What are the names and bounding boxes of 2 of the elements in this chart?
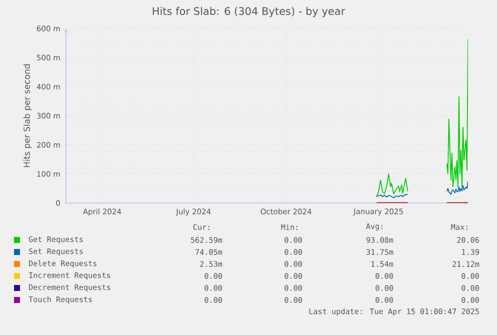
y-axis-title: Hits per Slab per second — [23, 64, 32, 168]
chart-title: Hits for Slab: 6 (304 Bytes) - by year — [152, 6, 346, 18]
